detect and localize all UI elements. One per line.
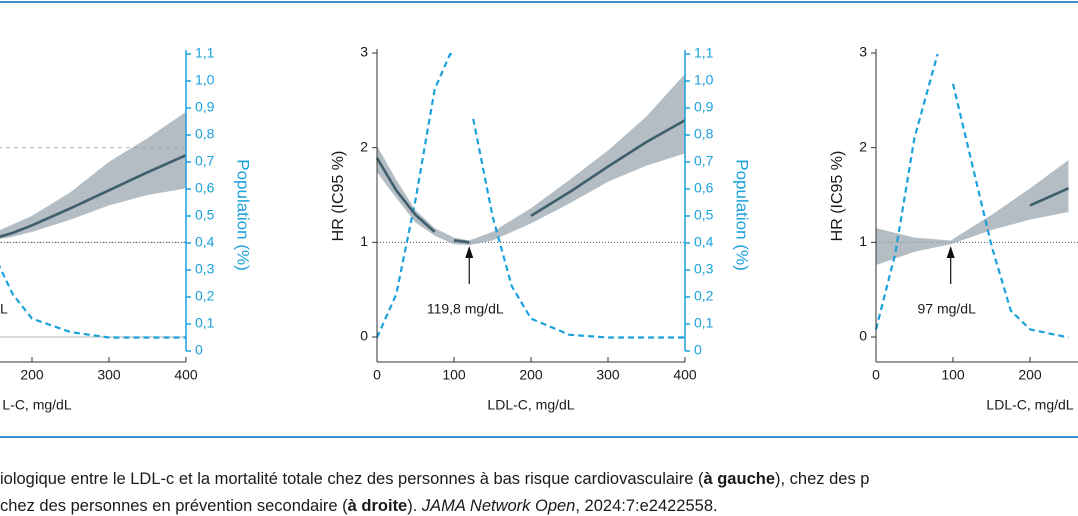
caption-text: iologique entre le LDL-c et la mortalité… <box>0 470 704 488</box>
caption-text: , 2024:7:e2422558. <box>575 497 718 515</box>
y-axis-label: HR (IC95 %) <box>330 151 347 242</box>
y-tick-label: 3 <box>859 44 867 60</box>
y2-tick-label: 0,8 <box>195 126 215 142</box>
caption-text: à gauche <box>703 470 775 488</box>
caption: iologique entre le LDL-c et la mortalité… <box>0 466 1078 516</box>
arrow-head <box>946 246 955 258</box>
y2-tick-label: 1,1 <box>195 45 215 61</box>
x-axis-label: LDL-C, mg/dL <box>986 397 1073 413</box>
y-tick-label: 0 <box>360 328 368 344</box>
x-tick-label: 0 <box>872 367 880 383</box>
y-tick-label: 0 <box>859 328 867 344</box>
y-tick-label: 1 <box>859 233 867 249</box>
caption-text: JAMA Network Open <box>421 497 576 515</box>
x-tick-label: 300 <box>97 367 121 383</box>
y2-tick-label: 0,2 <box>694 288 714 304</box>
x-tick-label: 100 <box>941 367 965 383</box>
annotation: 119,8 mg/dL <box>427 301 504 317</box>
x-tick-label: 200 <box>519 367 543 383</box>
y2-tick-label: 1,0 <box>195 72 215 88</box>
y-tick-label: 2 <box>859 138 867 154</box>
y2-tick-label: 0 <box>195 342 203 358</box>
y2-tick-label: 0,5 <box>694 207 714 223</box>
caption-text: ). <box>407 497 422 515</box>
population-curve <box>375 52 685 339</box>
caption-line: chez des personnes en prévention seconda… <box>0 493 1078 516</box>
y2-tick-label: 0,6 <box>694 180 714 196</box>
y-tick-label: 1 <box>360 233 368 249</box>
x-tick-label: 400 <box>174 367 198 383</box>
y2-tick-label: 0,8 <box>694 126 714 142</box>
hr-curve <box>1029 187 1070 207</box>
y-tick-label: 3 <box>360 44 368 60</box>
hr-curve <box>0 154 187 238</box>
x-tick-label: 400 <box>673 367 697 383</box>
y2-tick-label: 0,9 <box>694 99 714 115</box>
y2-tick-label: 0,1 <box>694 315 714 331</box>
x-axis-label: LDL-C, mg/dL <box>487 397 574 413</box>
ci-band <box>876 159 1069 266</box>
x-tick-label: 100 <box>442 367 466 383</box>
frame-bottom <box>0 436 1078 438</box>
y2-tick-label: 0,4 <box>195 234 215 250</box>
y2-tick-label: 0,7 <box>195 153 215 169</box>
annotation: L <box>0 301 8 317</box>
caption-line: iologique entre le LDL-c et la mortalité… <box>0 466 1078 493</box>
annotation: 97 mg/dL <box>918 301 977 317</box>
y2-tick-label: 1,0 <box>694 72 714 88</box>
caption-text: ), chez des p <box>775 470 870 488</box>
y2-tick-label: 0,5 <box>195 207 215 223</box>
y2-tick-label: 0,4 <box>694 234 714 250</box>
y2-tick-label: 0,2 <box>195 288 215 304</box>
x-tick-label: 0 <box>373 367 381 383</box>
y2-tick-label: 0,1 <box>195 315 215 331</box>
frame-top <box>0 1 1078 3</box>
figure: 012200300400L-C, mg/dL00,10,20,30,40,50,… <box>0 44 1078 413</box>
y-axis-label: HR (IC95 %) <box>829 151 846 242</box>
population-curve <box>874 53 1069 339</box>
y2-axis-label: Population (%) <box>733 159 752 271</box>
y2-tick-label: 0,6 <box>195 180 215 196</box>
y2-tick-label: 0 <box>694 342 702 358</box>
y-tick-label: 2 <box>360 138 368 154</box>
panel: 0 1 2 3 0 100 200 LDL-C, mg/dL HR (IC95 %) 97 mg/… <box>829 44 1078 413</box>
y2-tick-label: 0,9 <box>195 99 215 115</box>
x-tick-label: 200 <box>1018 367 1042 383</box>
x-tick-label: 300 <box>596 367 620 383</box>
y2-tick-label: 1,1 <box>694 45 714 61</box>
population-curve <box>0 264 186 339</box>
y2-tick-label: 0,7 <box>694 153 714 169</box>
caption-text: chez des personnes en prévention seconda… <box>0 497 348 515</box>
ci-band <box>0 111 186 240</box>
caption-text: à droite <box>347 497 408 515</box>
hr-curve <box>375 119 686 244</box>
x-axis-label: L-C, mg/dL <box>2 397 71 413</box>
arrow-head <box>465 246 474 258</box>
panel: 012200300400L-C, mg/dL00,10,20,30,40,50,… <box>0 45 253 413</box>
ci-band <box>377 73 685 246</box>
y2-axis-label: Population (%) <box>234 159 253 271</box>
y2-tick-label: 0,3 <box>195 261 215 277</box>
y2-tick-label: 0,3 <box>694 261 714 277</box>
panel: 0 1 2 3 0 100 200 300 400 LDL-C, mg/dL HR (IC95 %)… <box>330 44 751 413</box>
x-tick-label: 200 <box>20 367 44 383</box>
